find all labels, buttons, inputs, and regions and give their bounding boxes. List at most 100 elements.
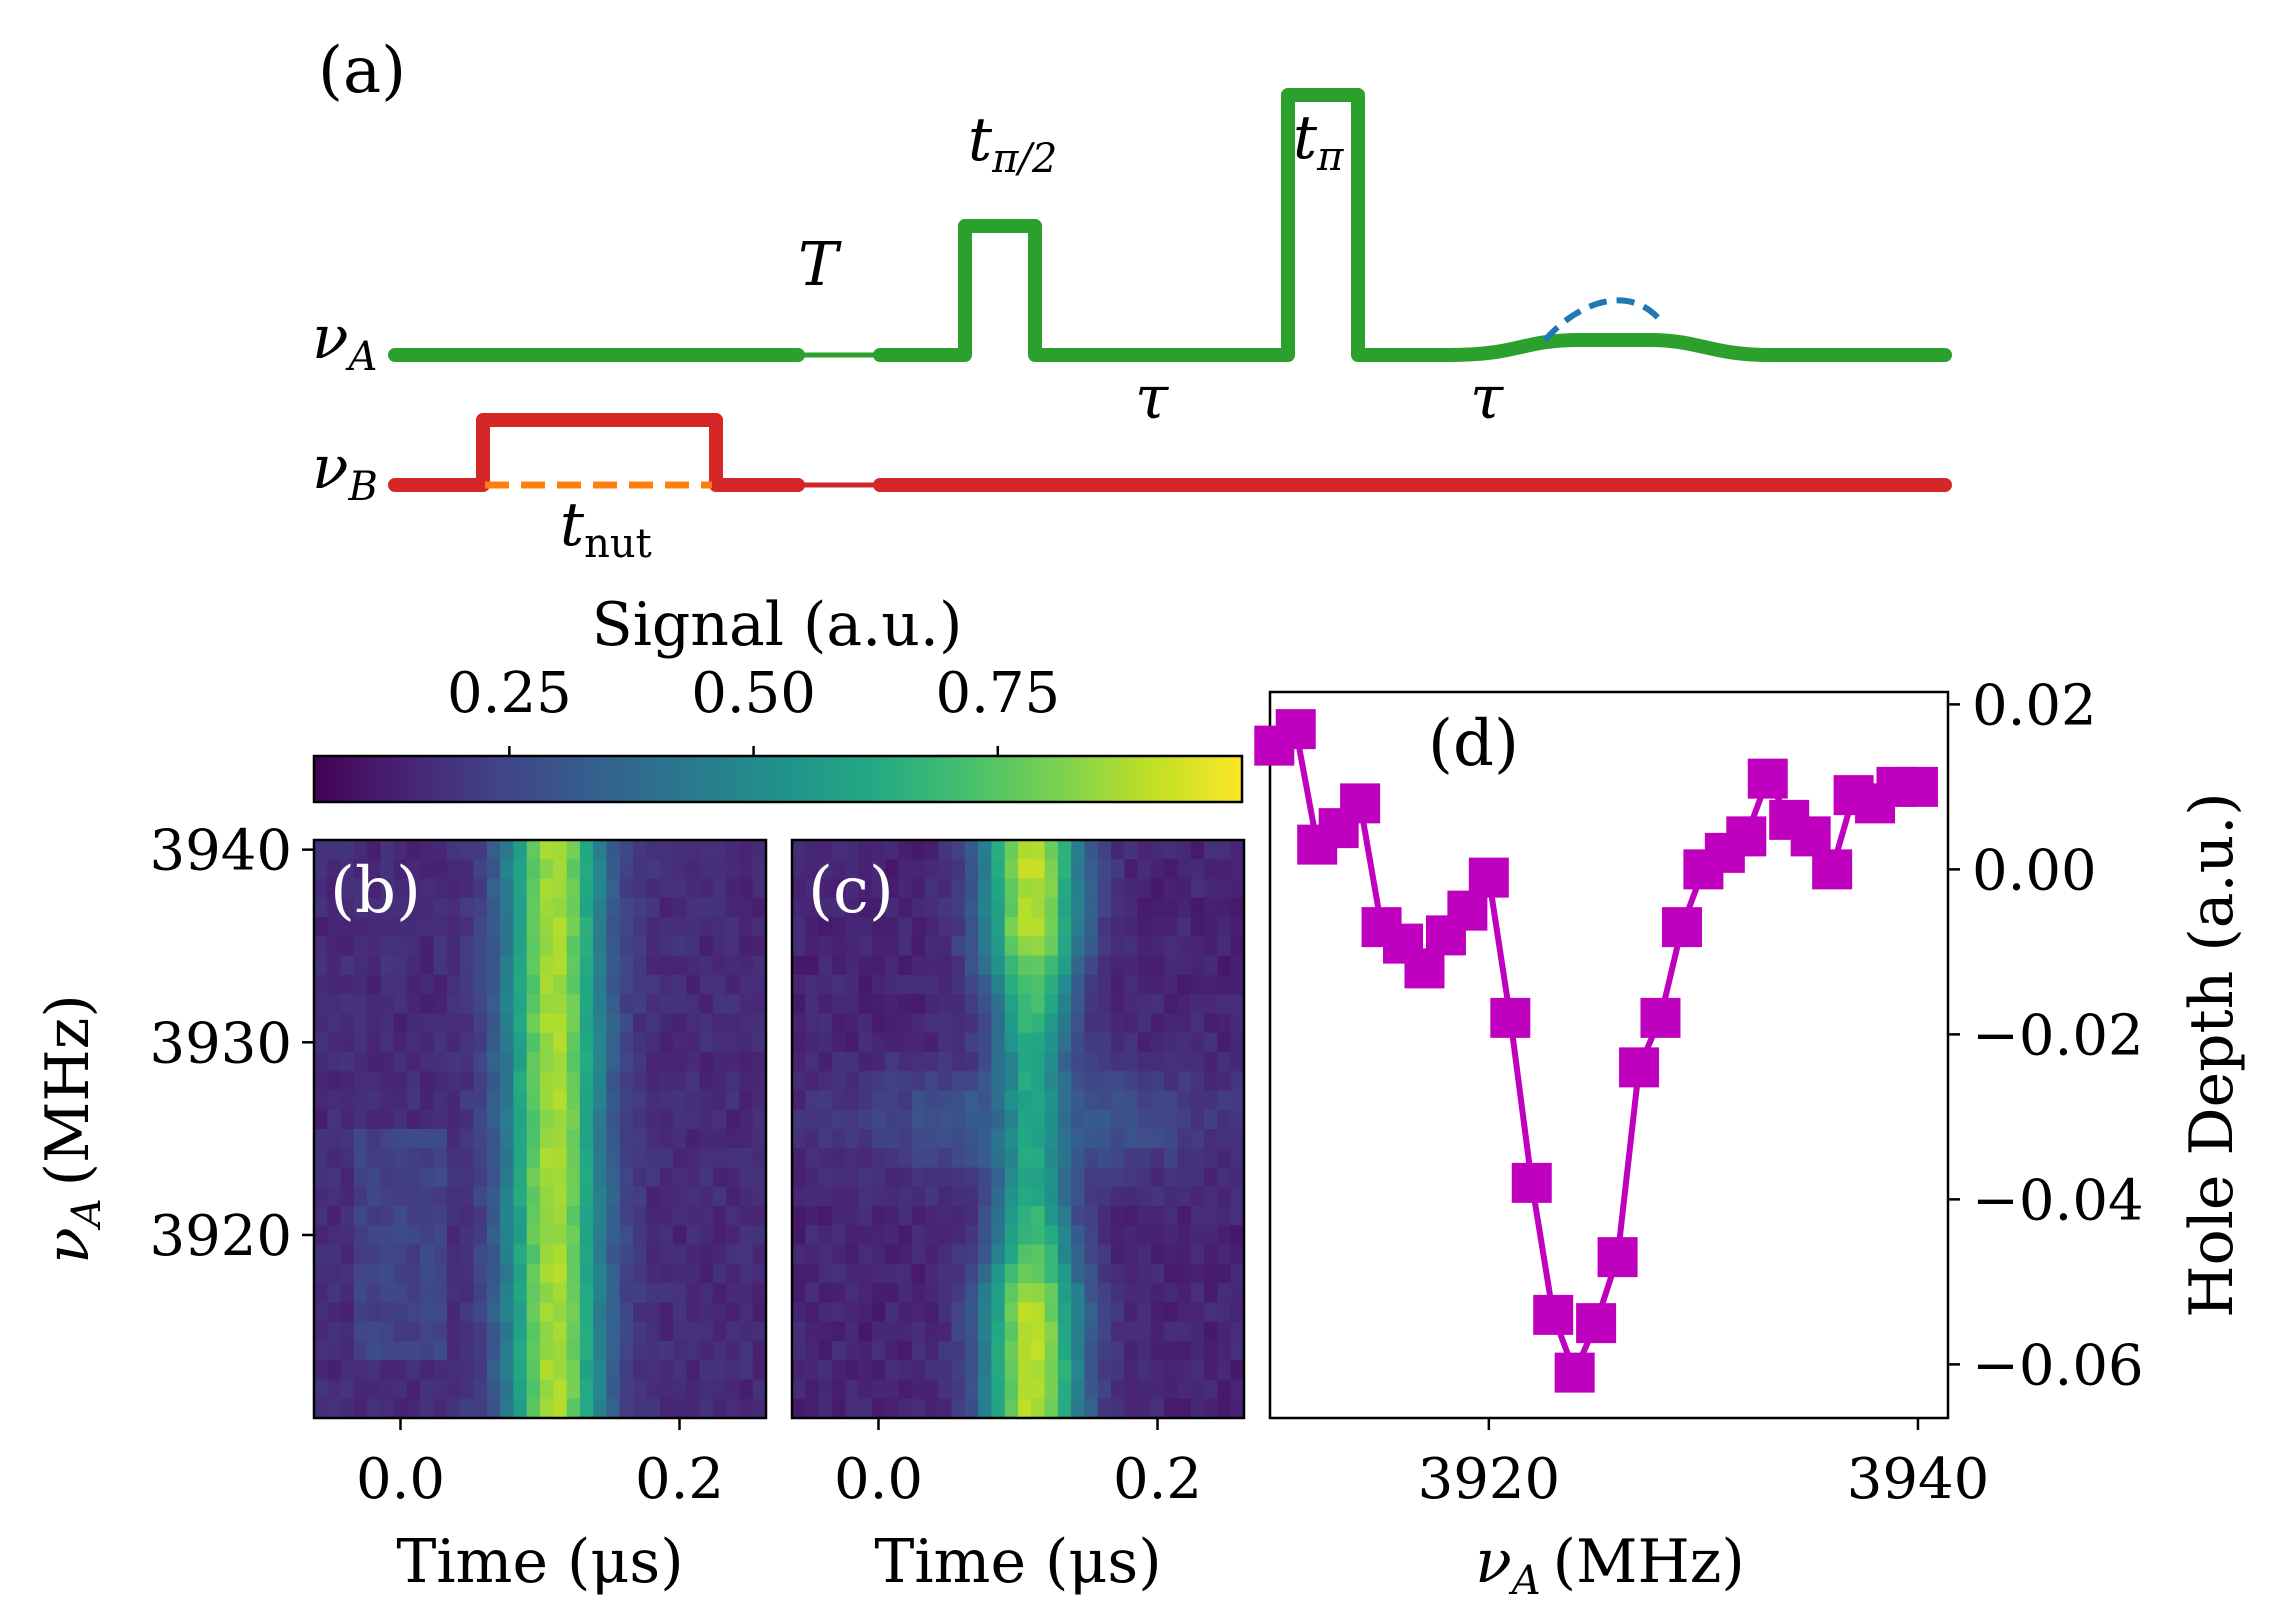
heatmap-cell [1018, 1398, 1032, 1419]
heatmap-cell [393, 1225, 408, 1246]
heatmap-cell [367, 1379, 382, 1400]
heatmap-cell [579, 1340, 594, 1361]
heatmap-cell [1230, 1109, 1245, 1130]
heatmap-cell [353, 1206, 368, 1226]
heatmap-cell [978, 878, 993, 899]
heatmap-cell [1084, 1398, 1099, 1419]
heatmap-cell [1018, 1129, 1032, 1149]
heatmap-cell [818, 1206, 833, 1226]
heatmap-cell [553, 936, 568, 957]
heatmap-cell [951, 1244, 966, 1265]
heatmap-cell [951, 1129, 966, 1149]
heatmap-cell [420, 974, 435, 995]
heatmap-cell [1177, 1186, 1192, 1207]
heatmap-cell [911, 1206, 926, 1226]
heatmap-cell [858, 936, 873, 957]
heatmap-cell [964, 974, 979, 995]
heatmap-cell [1084, 1051, 1099, 1072]
heatmap-cell [752, 1321, 767, 1342]
heatmap-cell [938, 974, 953, 995]
heatmap-cell [446, 1051, 461, 1072]
heatmap-cell [526, 1263, 541, 1284]
heatmap-cell [659, 1148, 674, 1169]
heatmap-cell [831, 878, 846, 899]
heatmap-cell [1164, 1225, 1179, 1246]
heatmap-cell [367, 1013, 382, 1034]
heatmap-cell [593, 859, 608, 880]
heatmap-cell [871, 1398, 886, 1419]
heatmap-cell [1071, 897, 1086, 918]
heatmap-cell [500, 917, 515, 937]
heatmap-cell [579, 1129, 594, 1149]
heatmap-cell [938, 955, 953, 976]
heatmap-cell [633, 1360, 647, 1381]
heatmap-cell [606, 859, 621, 880]
heatmap-cell [686, 1148, 701, 1169]
heatmap-cell [659, 1283, 674, 1303]
heatmap-cell [500, 878, 515, 899]
heatmap-cell [619, 936, 634, 957]
heatmap-cell [1137, 974, 1152, 995]
heatmap-cell [964, 840, 979, 860]
heatmap-cell [871, 1013, 886, 1034]
heatmap-cell [353, 1148, 368, 1169]
channel-b-trace [388, 413, 1952, 492]
heatmap-cell [805, 1360, 820, 1381]
heatmap-cell [672, 1321, 687, 1342]
heatmap-cell [1230, 1206, 1245, 1226]
heatmap-cell [924, 1321, 939, 1342]
heatmap-cell [1230, 1340, 1245, 1361]
heatmap-cell [1190, 1186, 1205, 1207]
heatmap-cell [407, 1032, 421, 1053]
heatmap-cell [792, 1186, 806, 1207]
heatmap-cell [699, 994, 714, 1014]
heatmap-cell [1057, 1302, 1072, 1323]
heatmap-cell [420, 1302, 435, 1323]
heatmap-cell [871, 1148, 886, 1169]
heatmap-cell [526, 1051, 541, 1072]
heatmap-cell [699, 1283, 714, 1303]
heatmap-cell [407, 1148, 421, 1169]
heatmap-cell [606, 1148, 621, 1169]
heatmap-cell [1111, 1283, 1125, 1303]
heatmap-cell [1164, 1051, 1179, 1072]
heatmap-cell [978, 974, 993, 995]
heatmap-cell [938, 994, 953, 1014]
heatmap-cell [938, 1263, 953, 1284]
heatmap-cell [924, 1148, 939, 1169]
heatmap-cell [1177, 1340, 1192, 1361]
heatmap-cell [792, 878, 806, 899]
heatmap-cell [831, 1340, 846, 1361]
heatmap-cell [367, 936, 382, 957]
heatmap-cell [1177, 974, 1192, 995]
heatmap-cell [712, 1167, 727, 1188]
heatmap-cell [792, 1225, 806, 1246]
heatmap-cell [486, 1206, 501, 1226]
heatmap-cell [1177, 936, 1192, 957]
heatmap-cell [739, 1071, 754, 1092]
heatmap-cell [1204, 859, 1219, 880]
heatmap-cell [380, 1206, 395, 1226]
channel-a-trace [388, 88, 1952, 362]
heatmap-cell [1164, 878, 1179, 899]
heatmap-cell [845, 840, 860, 860]
heatmap-cell [726, 1167, 741, 1188]
heatmap-cell [1018, 1109, 1032, 1130]
heatmap-cell [1177, 1129, 1192, 1149]
heatmap-cell [1190, 1398, 1205, 1419]
heatmap-cell [1084, 1148, 1099, 1169]
heatmap-cell [1204, 1225, 1219, 1246]
heatmap-cell [1177, 917, 1192, 937]
heatmap-cell [1057, 878, 1072, 899]
heatmap-cell [500, 840, 515, 860]
heatmap-cell [327, 1244, 342, 1265]
heatmap-cell [978, 1340, 993, 1361]
heatmap-cell [938, 878, 953, 899]
heatmap-cell [1217, 1244, 1232, 1265]
heatmap-cell [1004, 955, 1019, 976]
heatmap-cell [739, 1340, 754, 1361]
heatmap-cell [726, 955, 741, 976]
heatmap-cell [526, 1129, 541, 1149]
heatmap-cell [393, 897, 408, 918]
heatmap-cell [951, 897, 966, 918]
